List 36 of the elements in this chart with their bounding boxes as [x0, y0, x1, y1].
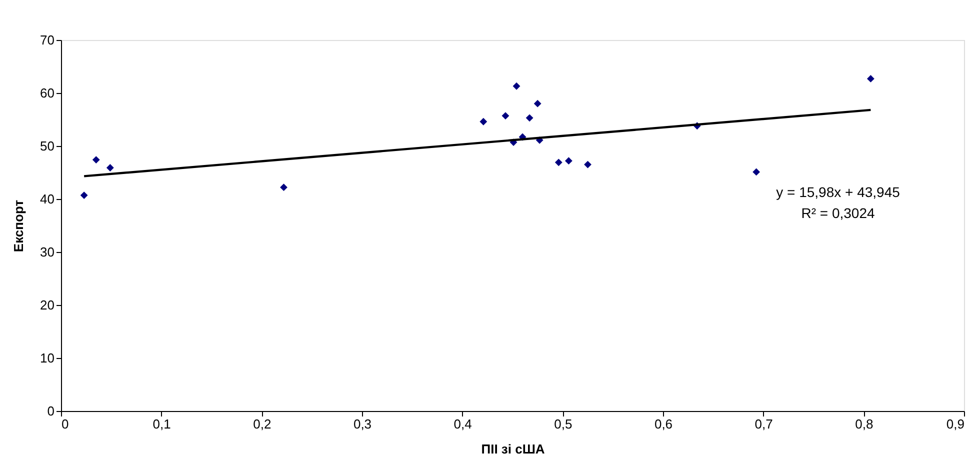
y-tick-label: 50	[40, 138, 54, 154]
x-tick-label: 0,2	[253, 416, 272, 432]
x-tick-label: 0,4	[454, 416, 472, 432]
point	[280, 184, 288, 192]
point	[866, 74, 874, 82]
y-tick-label: 10	[40, 350, 54, 366]
point	[752, 168, 760, 176]
point	[526, 114, 534, 122]
annotation: y = 15,98x + 43,945	[776, 184, 900, 200]
point	[502, 112, 510, 120]
x-tick-label: 0,5	[554, 416, 572, 432]
y-tick-label: 40	[40, 192, 54, 206]
y-tick-label: 60	[40, 86, 54, 100]
x-tick-label: 0,8	[855, 416, 874, 432]
x-tick-label: 0,3	[353, 416, 372, 432]
x-tick-label: 0,9	[946, 416, 964, 432]
x-tick-label: 0	[62, 416, 69, 432]
point	[564, 157, 572, 165]
point	[106, 164, 114, 172]
y-tick-label: 70	[40, 32, 54, 48]
x-tick-label: 0,7	[754, 416, 773, 432]
point	[534, 100, 542, 108]
x-tick-label: 0,1	[152, 416, 171, 432]
point	[480, 118, 488, 126]
point	[584, 160, 592, 168]
y-tick-label: 30	[40, 244, 54, 260]
x-axis-title: ПІІ зі сША	[481, 442, 546, 456]
y-axis-title: Експорт	[11, 200, 26, 252]
y-tick-label: 0	[47, 404, 54, 418]
point	[512, 82, 520, 90]
x-tick-label: 0,6	[654, 416, 673, 432]
point	[80, 192, 88, 199]
point	[554, 158, 562, 166]
point	[92, 156, 100, 164]
annotation: R² = 0,3024	[801, 205, 875, 221]
y-tick-label: 20	[40, 298, 54, 312]
